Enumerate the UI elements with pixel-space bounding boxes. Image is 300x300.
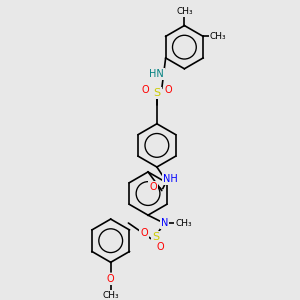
Text: O: O	[165, 85, 172, 95]
Text: O: O	[107, 274, 115, 284]
Text: O: O	[156, 242, 164, 252]
Text: S: S	[153, 88, 161, 98]
Text: CH₃: CH₃	[102, 291, 119, 300]
Text: CH₃: CH₃	[175, 218, 192, 227]
Text: N: N	[161, 218, 168, 228]
Text: NH: NH	[163, 174, 178, 184]
Text: HN: HN	[149, 69, 164, 79]
Text: CH₃: CH₃	[209, 32, 226, 41]
Text: O: O	[141, 85, 149, 95]
Text: O: O	[140, 228, 148, 238]
Text: O: O	[149, 182, 157, 192]
Text: S: S	[152, 232, 160, 242]
Text: CH₃: CH₃	[176, 7, 193, 16]
